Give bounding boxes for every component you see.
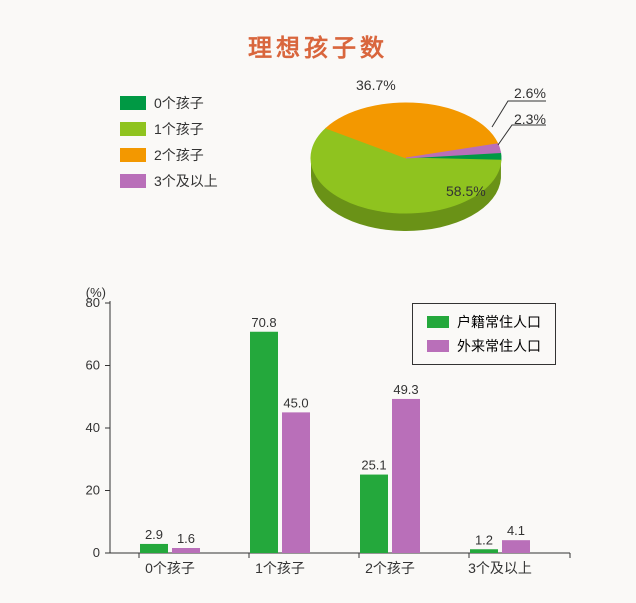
x-tick-label: 3个及以上 [468, 560, 532, 576]
bar-value-label: 4.1 [507, 523, 525, 538]
y-tick-label: 60 [86, 358, 100, 373]
legend-label: 外来常住人口 [457, 336, 541, 356]
bar-value-label: 1.2 [475, 532, 493, 547]
bar-value-label: 1.6 [177, 531, 195, 546]
legend-label: 户籍常住人口 [457, 312, 541, 332]
y-tick-label: 20 [86, 483, 100, 498]
legend-label: 2个孩子 [154, 145, 204, 165]
pie-value-label: 2.6% [514, 85, 546, 101]
legend-swatch [120, 174, 146, 188]
legend-swatch [427, 316, 449, 328]
bar [392, 399, 420, 553]
legend-label: 0个孩子 [154, 93, 204, 113]
pie-chart: 36.7% 2.6% 2.3% 58.5% [296, 73, 576, 273]
y-tick-label: 0 [93, 545, 100, 560]
bar [502, 540, 530, 553]
bar [470, 549, 498, 553]
pie-value-label: 58.5% [446, 183, 486, 199]
lower-region: (%)0204060802.91.60个孩子70.845.01个孩子25.149… [0, 283, 636, 603]
pie-legend-item: 0个孩子 [120, 93, 218, 113]
pie-legend: 0个孩子 1个孩子 2个孩子 3个及以上 [120, 93, 218, 197]
bar-value-label: 2.9 [145, 527, 163, 542]
x-tick-label: 2个孩子 [365, 560, 415, 576]
y-tick-label: 80 [86, 295, 100, 310]
pie-value-label: 36.7% [356, 77, 396, 93]
bar [250, 332, 278, 553]
pie-legend-item: 3个及以上 [120, 171, 218, 191]
upper-region: 0个孩子 1个孩子 2个孩子 3个及以上 36.7% 2.6% 2.3% 58.5% [0, 63, 636, 283]
x-tick-label: 0个孩子 [145, 560, 195, 576]
chart-title: 理想孩子数 [0, 0, 636, 63]
legend-label: 1个孩子 [154, 119, 204, 139]
bar-value-label: 70.8 [251, 315, 276, 330]
pie-value-label: 2.3% [514, 111, 546, 127]
bar-value-label: 25.1 [361, 458, 386, 473]
bar [282, 412, 310, 553]
legend-swatch [120, 148, 146, 162]
bar-legend-item: 外来常住人口 [427, 336, 541, 356]
pie-legend-item: 2个孩子 [120, 145, 218, 165]
legend-swatch [120, 122, 146, 136]
bar [360, 475, 388, 553]
x-tick-label: 1个孩子 [255, 560, 305, 576]
legend-swatch [427, 340, 449, 352]
legend-label: 3个及以上 [154, 171, 218, 191]
bar-legend: 户籍常住人口外来常住人口 [412, 303, 556, 365]
legend-swatch [120, 96, 146, 110]
bar-value-label: 49.3 [393, 382, 418, 397]
bar-legend-item: 户籍常住人口 [427, 312, 541, 332]
pie-legend-item: 1个孩子 [120, 119, 218, 139]
bar-value-label: 45.0 [283, 395, 308, 410]
bar [172, 548, 200, 553]
bar [140, 544, 168, 553]
y-tick-label: 40 [86, 420, 100, 435]
